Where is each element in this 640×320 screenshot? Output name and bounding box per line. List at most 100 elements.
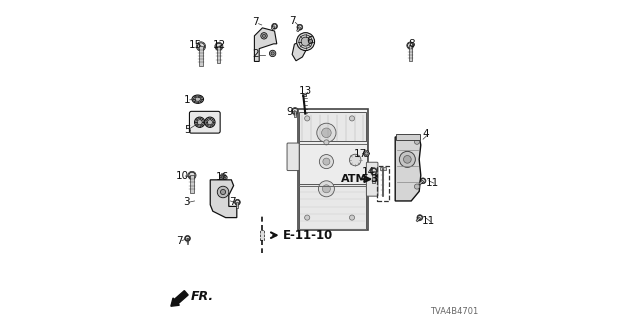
Ellipse shape bbox=[207, 120, 212, 125]
Polygon shape bbox=[292, 40, 307, 61]
Circle shape bbox=[349, 215, 355, 220]
Text: 10: 10 bbox=[176, 171, 189, 181]
Circle shape bbox=[415, 184, 420, 189]
Text: 13: 13 bbox=[299, 86, 312, 96]
Polygon shape bbox=[409, 45, 412, 61]
Polygon shape bbox=[191, 175, 193, 193]
Text: 6: 6 bbox=[307, 36, 313, 46]
Ellipse shape bbox=[195, 97, 201, 101]
FancyArrow shape bbox=[171, 291, 188, 306]
Circle shape bbox=[371, 169, 376, 174]
Circle shape bbox=[317, 123, 336, 142]
Ellipse shape bbox=[206, 118, 214, 126]
Bar bbox=[260, 230, 264, 240]
Polygon shape bbox=[218, 46, 220, 63]
Polygon shape bbox=[237, 202, 239, 208]
Polygon shape bbox=[396, 137, 421, 201]
Polygon shape bbox=[255, 28, 277, 61]
Text: 3: 3 bbox=[183, 197, 189, 207]
Polygon shape bbox=[296, 27, 301, 32]
Circle shape bbox=[272, 24, 277, 28]
Text: 16: 16 bbox=[216, 172, 229, 182]
Text: 11: 11 bbox=[422, 216, 435, 227]
Circle shape bbox=[261, 33, 268, 39]
Bar bbox=[300, 184, 367, 229]
Circle shape bbox=[365, 152, 368, 155]
Text: ATM-3: ATM-3 bbox=[341, 174, 380, 184]
Circle shape bbox=[319, 155, 333, 169]
Circle shape bbox=[404, 156, 412, 163]
Polygon shape bbox=[294, 111, 296, 117]
Circle shape bbox=[323, 185, 330, 193]
Text: FR.: FR. bbox=[191, 291, 214, 303]
Circle shape bbox=[298, 25, 302, 29]
Text: E-11-10: E-11-10 bbox=[283, 229, 333, 242]
Ellipse shape bbox=[205, 117, 215, 127]
Ellipse shape bbox=[197, 120, 202, 125]
Polygon shape bbox=[200, 46, 202, 66]
Ellipse shape bbox=[192, 95, 204, 103]
FancyBboxPatch shape bbox=[366, 162, 378, 196]
Circle shape bbox=[408, 43, 413, 48]
Polygon shape bbox=[419, 180, 424, 185]
Bar bbox=[298, 141, 367, 186]
Circle shape bbox=[236, 200, 240, 204]
Text: 8: 8 bbox=[408, 39, 415, 49]
Circle shape bbox=[349, 116, 355, 121]
Bar bbox=[302, 94, 307, 96]
Circle shape bbox=[349, 154, 361, 166]
Circle shape bbox=[324, 140, 329, 145]
Circle shape bbox=[323, 158, 330, 165]
Circle shape bbox=[216, 43, 222, 50]
Circle shape bbox=[189, 172, 195, 179]
Text: 15: 15 bbox=[189, 40, 202, 50]
Circle shape bbox=[305, 116, 310, 121]
Text: 7: 7 bbox=[252, 17, 259, 28]
Circle shape bbox=[319, 181, 334, 197]
Text: 2: 2 bbox=[252, 49, 259, 60]
Polygon shape bbox=[220, 174, 227, 180]
Bar bbox=[376, 166, 389, 201]
Circle shape bbox=[186, 236, 189, 241]
Polygon shape bbox=[210, 180, 237, 218]
Circle shape bbox=[418, 215, 422, 220]
Polygon shape bbox=[271, 26, 275, 30]
Ellipse shape bbox=[301, 37, 310, 46]
Text: 1: 1 bbox=[184, 95, 191, 105]
Circle shape bbox=[421, 179, 425, 183]
FancyBboxPatch shape bbox=[287, 143, 300, 171]
Text: TVA4B4701: TVA4B4701 bbox=[430, 307, 479, 316]
Ellipse shape bbox=[299, 35, 312, 48]
Circle shape bbox=[415, 139, 420, 144]
Circle shape bbox=[271, 52, 275, 55]
Ellipse shape bbox=[297, 33, 315, 51]
Ellipse shape bbox=[193, 96, 202, 102]
Circle shape bbox=[262, 34, 266, 37]
Bar bbox=[380, 167, 385, 170]
Ellipse shape bbox=[196, 118, 204, 126]
Circle shape bbox=[218, 186, 229, 198]
Text: 7: 7 bbox=[289, 16, 296, 27]
Text: 7: 7 bbox=[228, 197, 236, 207]
Text: 9: 9 bbox=[286, 107, 293, 117]
Text: 12: 12 bbox=[212, 40, 226, 50]
Polygon shape bbox=[364, 151, 370, 156]
Circle shape bbox=[220, 189, 226, 195]
Circle shape bbox=[292, 108, 298, 114]
Circle shape bbox=[305, 215, 310, 220]
Circle shape bbox=[399, 151, 415, 167]
Text: 5: 5 bbox=[184, 124, 191, 135]
Text: 7: 7 bbox=[176, 236, 182, 246]
Polygon shape bbox=[372, 171, 375, 183]
Polygon shape bbox=[187, 238, 188, 244]
FancyBboxPatch shape bbox=[298, 109, 368, 230]
Circle shape bbox=[197, 43, 205, 50]
Bar bbox=[300, 112, 367, 144]
Circle shape bbox=[269, 50, 276, 57]
Bar bbox=[396, 134, 420, 140]
Text: 14: 14 bbox=[362, 167, 374, 177]
Circle shape bbox=[321, 128, 332, 138]
Polygon shape bbox=[416, 217, 420, 222]
Circle shape bbox=[221, 175, 225, 178]
Text: 11: 11 bbox=[426, 178, 438, 188]
